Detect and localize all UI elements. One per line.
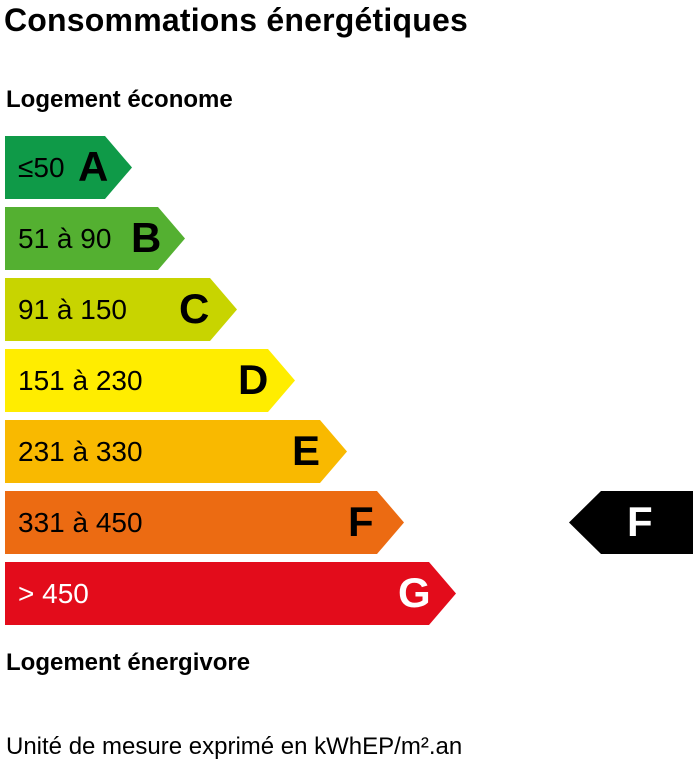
energy-range-label: 51 à 90: [18, 223, 112, 254]
energy-range-label: 231 à 330: [18, 436, 143, 467]
energy-range-label: 331 à 450: [18, 507, 143, 538]
rating-marker: F: [569, 491, 693, 554]
energy-bar-b: 51 à 90 B: [5, 207, 185, 270]
energy-bar-f: 331 à 450 F: [5, 491, 404, 554]
energy-range-label: 91 à 150: [18, 294, 127, 325]
energy-class-letter: A: [78, 143, 109, 190]
energy-range-label: 151 à 230: [18, 365, 143, 396]
energy-bar-g: > 450 G: [5, 562, 456, 625]
energy-class-letter: D: [238, 356, 269, 403]
energy-class-letter: E: [292, 427, 321, 474]
unit-note: Unité de mesure exprimé en kWhEP/m².an: [6, 733, 463, 760]
energy-class-letter: F: [348, 498, 374, 545]
energy-range-label: ≤50: [18, 152, 65, 183]
efficient-label: Logement économe: [6, 86, 233, 113]
energy-class-letter: C: [179, 285, 210, 332]
energy-range-label: > 450: [18, 578, 89, 609]
energy-bar-a: ≤50 A: [5, 136, 132, 199]
energy-bar-e: 231 à 330 E: [5, 420, 347, 483]
energy-bar-d: 151 à 230 D: [5, 349, 295, 412]
inefficient-label: Logement énergivore: [6, 649, 251, 676]
energy-class-letter: G: [398, 569, 431, 616]
energy-class-letter: B: [131, 214, 162, 261]
chart-title: Consommations énergétiques: [4, 2, 468, 38]
rating-letter: F: [627, 498, 653, 545]
energy-bar-c: 91 à 150 C: [5, 278, 237, 341]
